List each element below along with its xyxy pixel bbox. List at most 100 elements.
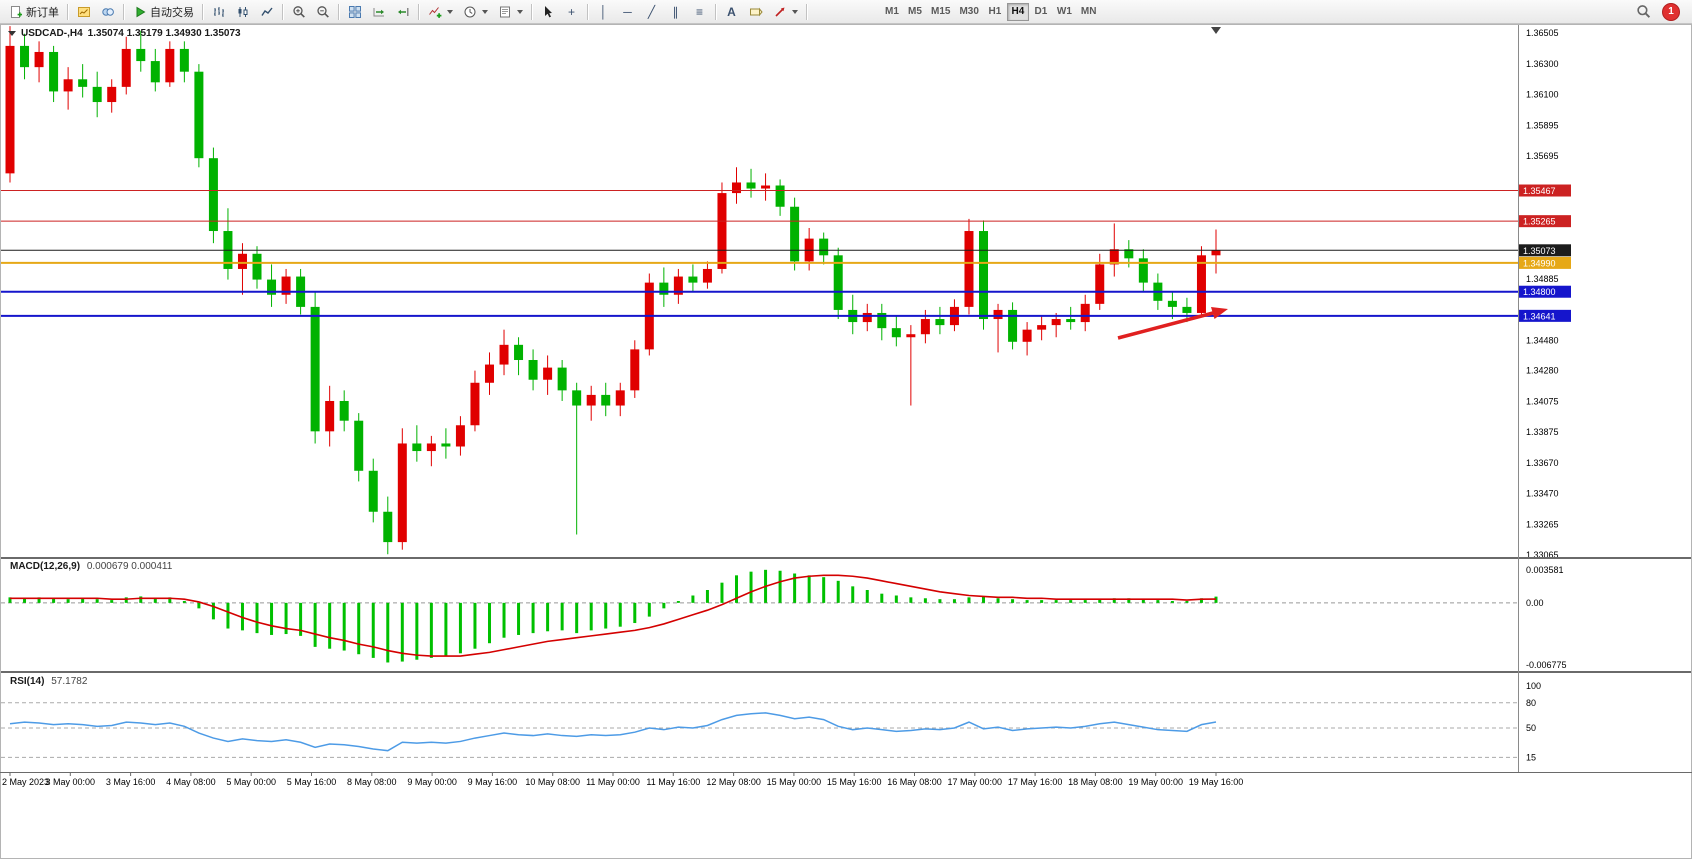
candle-body	[877, 312, 887, 329]
candle-body	[92, 86, 102, 103]
chart-shift-icon	[395, 4, 410, 19]
new-order-button[interactable]: 新订单	[4, 2, 63, 22]
text-tool-icon: A	[727, 4, 736, 19]
line-chart-icon	[259, 4, 274, 19]
periods-button[interactable]	[458, 2, 492, 22]
quote-panel-collapse-icon[interactable]	[8, 31, 16, 36]
price-badge-label: 1.35467	[1523, 186, 1556, 196]
tile-windows-button[interactable]	[343, 2, 366, 22]
label-tool-icon	[748, 4, 763, 19]
candle-body	[833, 255, 843, 310]
vertical-line-tool-button[interactable]: │	[592, 2, 615, 22]
candle-body	[237, 253, 247, 269]
autotrading-button[interactable]: 自动交易	[128, 2, 198, 22]
chart-canvas[interactable]: 1.35467 1.35265 1.35073 1.34990 1.34800 1.346…	[0, 24, 1692, 859]
price-badge	[1519, 309, 1571, 322]
candle-body	[484, 364, 494, 383]
time-axis-label: 18 May 08:00	[1068, 777, 1123, 787]
timeframe-button-mn[interactable]: MN	[1077, 3, 1101, 21]
candle-body	[717, 193, 727, 269]
trendline-tool-button[interactable]: ╱	[640, 2, 663, 22]
timeframe-button-m15[interactable]: M15	[927, 3, 954, 21]
new-order-icon	[8, 4, 23, 19]
timeframe-button-m30[interactable]: M30	[955, 3, 982, 21]
candle-body	[630, 349, 640, 391]
bar-chart-icon	[211, 4, 226, 19]
candle-body	[993, 309, 1003, 320]
candle-body	[136, 48, 146, 62]
toolbar-separator	[67, 3, 68, 20]
autotrading-icon	[132, 4, 147, 19]
candle-body	[528, 360, 538, 380]
timeframe-button-h4[interactable]: H4	[1006, 2, 1029, 21]
candle-body	[165, 48, 175, 83]
candle-body	[194, 71, 204, 159]
candle-body	[150, 61, 160, 83]
candle-body	[121, 48, 131, 87]
candle-body	[891, 328, 901, 338]
candle-body	[906, 334, 916, 338]
price-badge	[1519, 244, 1571, 257]
fibonacci-tool-button[interactable]: ≡	[688, 2, 711, 22]
indicators-button[interactable]	[423, 2, 457, 22]
horizontal-line-tool-button[interactable]: ─	[616, 2, 639, 22]
clock-icon	[462, 4, 477, 19]
candle-body	[572, 390, 582, 406]
timeframe-button-h1[interactable]: H1	[984, 3, 1006, 21]
zoom-in-button[interactable]	[287, 2, 310, 22]
channel-tool-button[interactable]: ∥	[664, 2, 687, 22]
price-badge	[1519, 184, 1571, 197]
candle-body	[761, 185, 771, 189]
crosshair-tool-button[interactable]: +	[560, 2, 583, 22]
timeframe-button-d1[interactable]: D1	[1030, 3, 1052, 21]
time-axis-label: 17 May 16:00	[1008, 777, 1063, 787]
candle-body	[935, 319, 945, 326]
time-axis-label: 11 May 16:00	[646, 777, 700, 787]
toolbar-separator	[418, 3, 419, 20]
arrows-tool-button[interactable]	[768, 2, 802, 22]
chart-shift-button[interactable]	[391, 2, 414, 22]
price-axis-label: 1.33875	[1526, 427, 1559, 437]
candle-body	[688, 276, 698, 283]
price-axis-label: 1.33670	[1526, 458, 1559, 468]
timeframe-button-w1[interactable]: W1	[1053, 3, 1076, 21]
annotation-arrow-head	[1211, 307, 1228, 319]
new-chart-button[interactable]	[72, 2, 95, 22]
candle-body	[63, 79, 73, 92]
toolbar-separator	[123, 3, 124, 20]
candle-body	[426, 443, 436, 452]
candle-body	[964, 231, 974, 307]
line-chart-button[interactable]	[255, 2, 278, 22]
price-axis: 1.36505 1.36300 1.36100 1.35895 1.35695 1.348…	[1526, 28, 1559, 560]
new-chart-icon	[76, 4, 91, 19]
text-tool-button[interactable]: A	[720, 2, 743, 22]
candle-body	[862, 312, 872, 323]
candle-body	[20, 45, 30, 68]
candle-body	[1211, 250, 1221, 256]
profiles-button[interactable]	[96, 2, 119, 22]
candle-body	[281, 276, 291, 295]
rsi-axis-label: 80	[1526, 698, 1536, 708]
notification-badge[interactable]: 1	[1662, 2, 1680, 21]
annotation-arrow[interactable]	[1117, 307, 1228, 340]
toolbar-separator	[531, 3, 532, 20]
timeframe-button-m5[interactable]: M5	[904, 3, 926, 21]
chart-profiles-icon	[100, 4, 115, 19]
candle-body	[34, 51, 44, 68]
candlestick-chart-button[interactable]	[231, 2, 254, 22]
templates-button[interactable]	[493, 2, 527, 22]
candle-body	[1022, 329, 1032, 342]
search-button[interactable]	[1632, 2, 1655, 22]
zoom-out-button[interactable]	[311, 2, 334, 22]
bar-chart-button[interactable]	[207, 2, 230, 22]
candle-body	[920, 319, 930, 335]
vertical-line-icon: │	[599, 4, 608, 19]
auto-scroll-button[interactable]	[367, 2, 390, 22]
label-tool-button[interactable]	[744, 2, 767, 22]
time-axis-label: 9 May 00:00	[407, 777, 457, 787]
timeframe-button-m1[interactable]: M1	[881, 3, 903, 21]
time-axis-label: 15 May 16:00	[827, 777, 882, 787]
chart-shift-marker[interactable]	[1211, 27, 1221, 34]
cursor-tool-button[interactable]	[536, 2, 559, 22]
